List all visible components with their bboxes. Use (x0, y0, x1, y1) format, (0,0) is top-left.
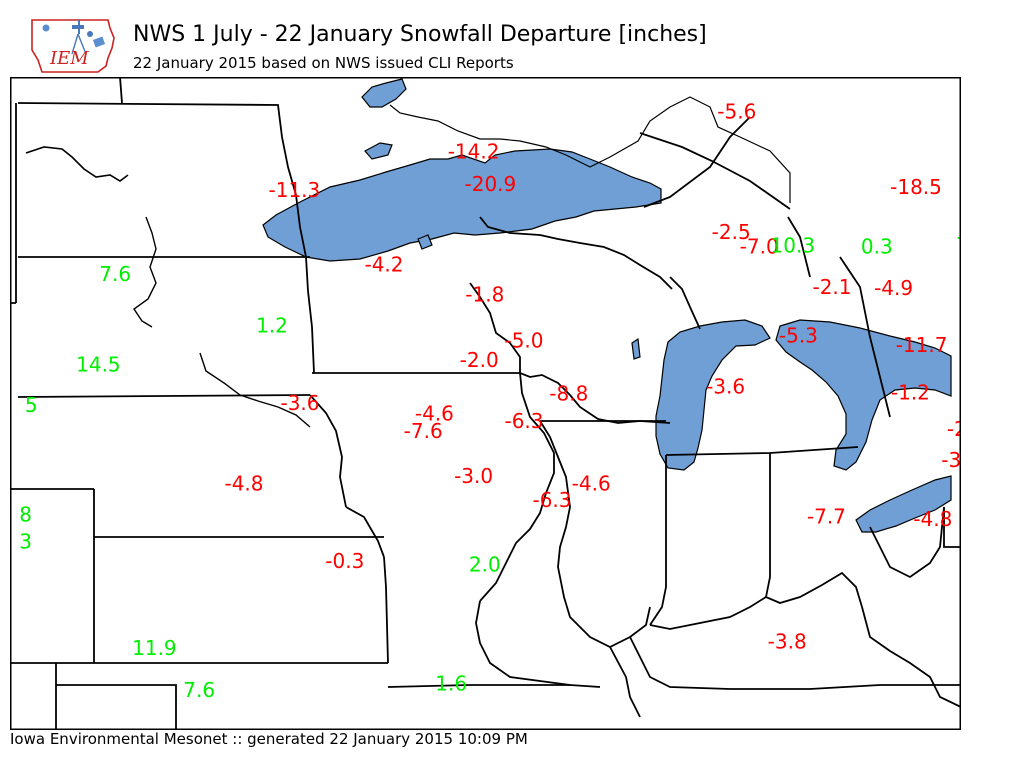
station-value: 10.3 (771, 234, 816, 258)
station-value: -5.3 (779, 323, 818, 347)
station-value: -4.2 (364, 252, 403, 276)
station-value: -11.3 (269, 178, 321, 202)
station-value: -1.2 (891, 381, 930, 405)
missouri-river-nd (133, 216, 157, 328)
map-frame (10, 77, 961, 730)
station-value: 7.6 (183, 678, 215, 702)
station-value: -3.6 (706, 374, 745, 398)
station-value: -4.9 (874, 276, 913, 300)
station-value: -20.9 (465, 172, 517, 196)
station-values: -5.6-14.2-20.9-11.3-18.5-0.448.4-2.5-7.0… (19, 100, 961, 703)
station-value: -3.8 (768, 630, 807, 654)
lake-of-the-woods (361, 78, 407, 108)
station-value: -7.0 (740, 234, 779, 258)
station-value: 1.6 (435, 672, 467, 696)
station-value: 2.0 (469, 552, 501, 576)
station-value: -3.4 (941, 448, 961, 472)
lake-superior (262, 148, 662, 262)
station-value: -14.2 (448, 140, 500, 164)
station-value: -5.0 (504, 329, 543, 353)
station-value: -3.0 (454, 464, 493, 488)
station-value: -2.1 (812, 275, 851, 299)
station-value: -0.3 (325, 549, 364, 573)
missouri-river-sd (199, 352, 311, 428)
station-value: -4.8 (224, 472, 263, 496)
map-subtitle: 22 January 2015 based on NWS issued CLI … (133, 54, 514, 72)
station-value: -4.6 (415, 401, 454, 425)
station-value: 7.1 (956, 233, 961, 257)
station-value: 3 (19, 530, 32, 554)
canada-border (389, 96, 791, 203)
iem-logo: IEM (28, 14, 118, 76)
station-value: -3.6 (280, 391, 319, 415)
station-value: -6.3 (504, 409, 543, 433)
station-value: -6.3 (532, 488, 571, 512)
map-geography: -5.6-14.2-20.9-11.3-18.5-0.448.4-2.5-7.0… (10, 77, 961, 730)
station-value: 7.6 (99, 262, 131, 286)
station-value: -2.9 (947, 417, 961, 441)
station-value: -4.6 (572, 472, 611, 496)
station-value: 0.3 (861, 234, 893, 258)
station-value: 1.2 (256, 314, 288, 338)
lake-huron (775, 319, 952, 471)
station-value: -7.6 (404, 419, 443, 443)
station-value: 11.9 (132, 636, 177, 660)
station-value: 8 (19, 503, 32, 527)
station-value: -18.5 (890, 175, 942, 199)
mille-lacs (417, 234, 433, 250)
station-value: -2.5 (712, 220, 751, 244)
map-area: -5.6-14.2-20.9-11.3-18.5-0.448.4-2.5-7.0… (10, 77, 961, 730)
lake-winnebago (631, 337, 641, 360)
footer-credit: Iowa Environmental Mesonet :: generated … (10, 730, 528, 748)
devils-lake (25, 146, 129, 182)
map-title: NWS 1 July - 22 January Snowfall Departu… (133, 22, 707, 47)
station-value: 5 (25, 393, 38, 417)
lake-erie (855, 475, 952, 533)
station-value: -1.8 (465, 283, 504, 307)
lake-michigan (655, 319, 771, 471)
station-value: -8.8 (549, 381, 588, 405)
station-value: 14.5 (76, 352, 121, 376)
logo-text: IEM (49, 48, 89, 69)
station-value: -11.7 (896, 333, 948, 357)
station-value: -7.7 (807, 505, 846, 529)
station-value: -2.0 (460, 348, 499, 372)
station-value: -5.6 (717, 100, 756, 124)
red-lake (364, 142, 393, 160)
station-value: -4.8 (913, 507, 952, 531)
